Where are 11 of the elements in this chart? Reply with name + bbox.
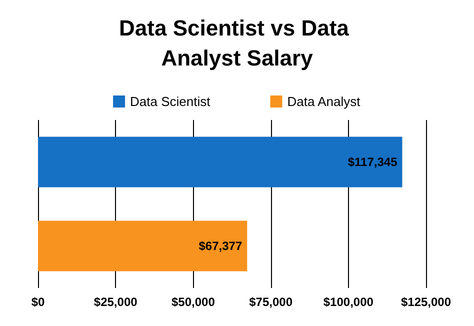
x-tick-label: $0 [31,295,45,309]
x-tick-label: $125,000 [400,295,452,309]
legend-label: Data Scientist [130,94,211,109]
data-label: $117,345 [348,155,398,169]
x-tick-label: $75,000 [249,295,293,309]
x-tick-label: $50,000 [172,295,216,309]
chart-title: Data Scientist vs Data Analyst Salary [119,16,355,70]
x-tick-label: $25,000 [94,295,138,309]
legend-label: Data Analyst [287,94,361,109]
data-label: $67,377 [198,239,242,253]
x-tick-label: $100,000 [323,295,374,309]
